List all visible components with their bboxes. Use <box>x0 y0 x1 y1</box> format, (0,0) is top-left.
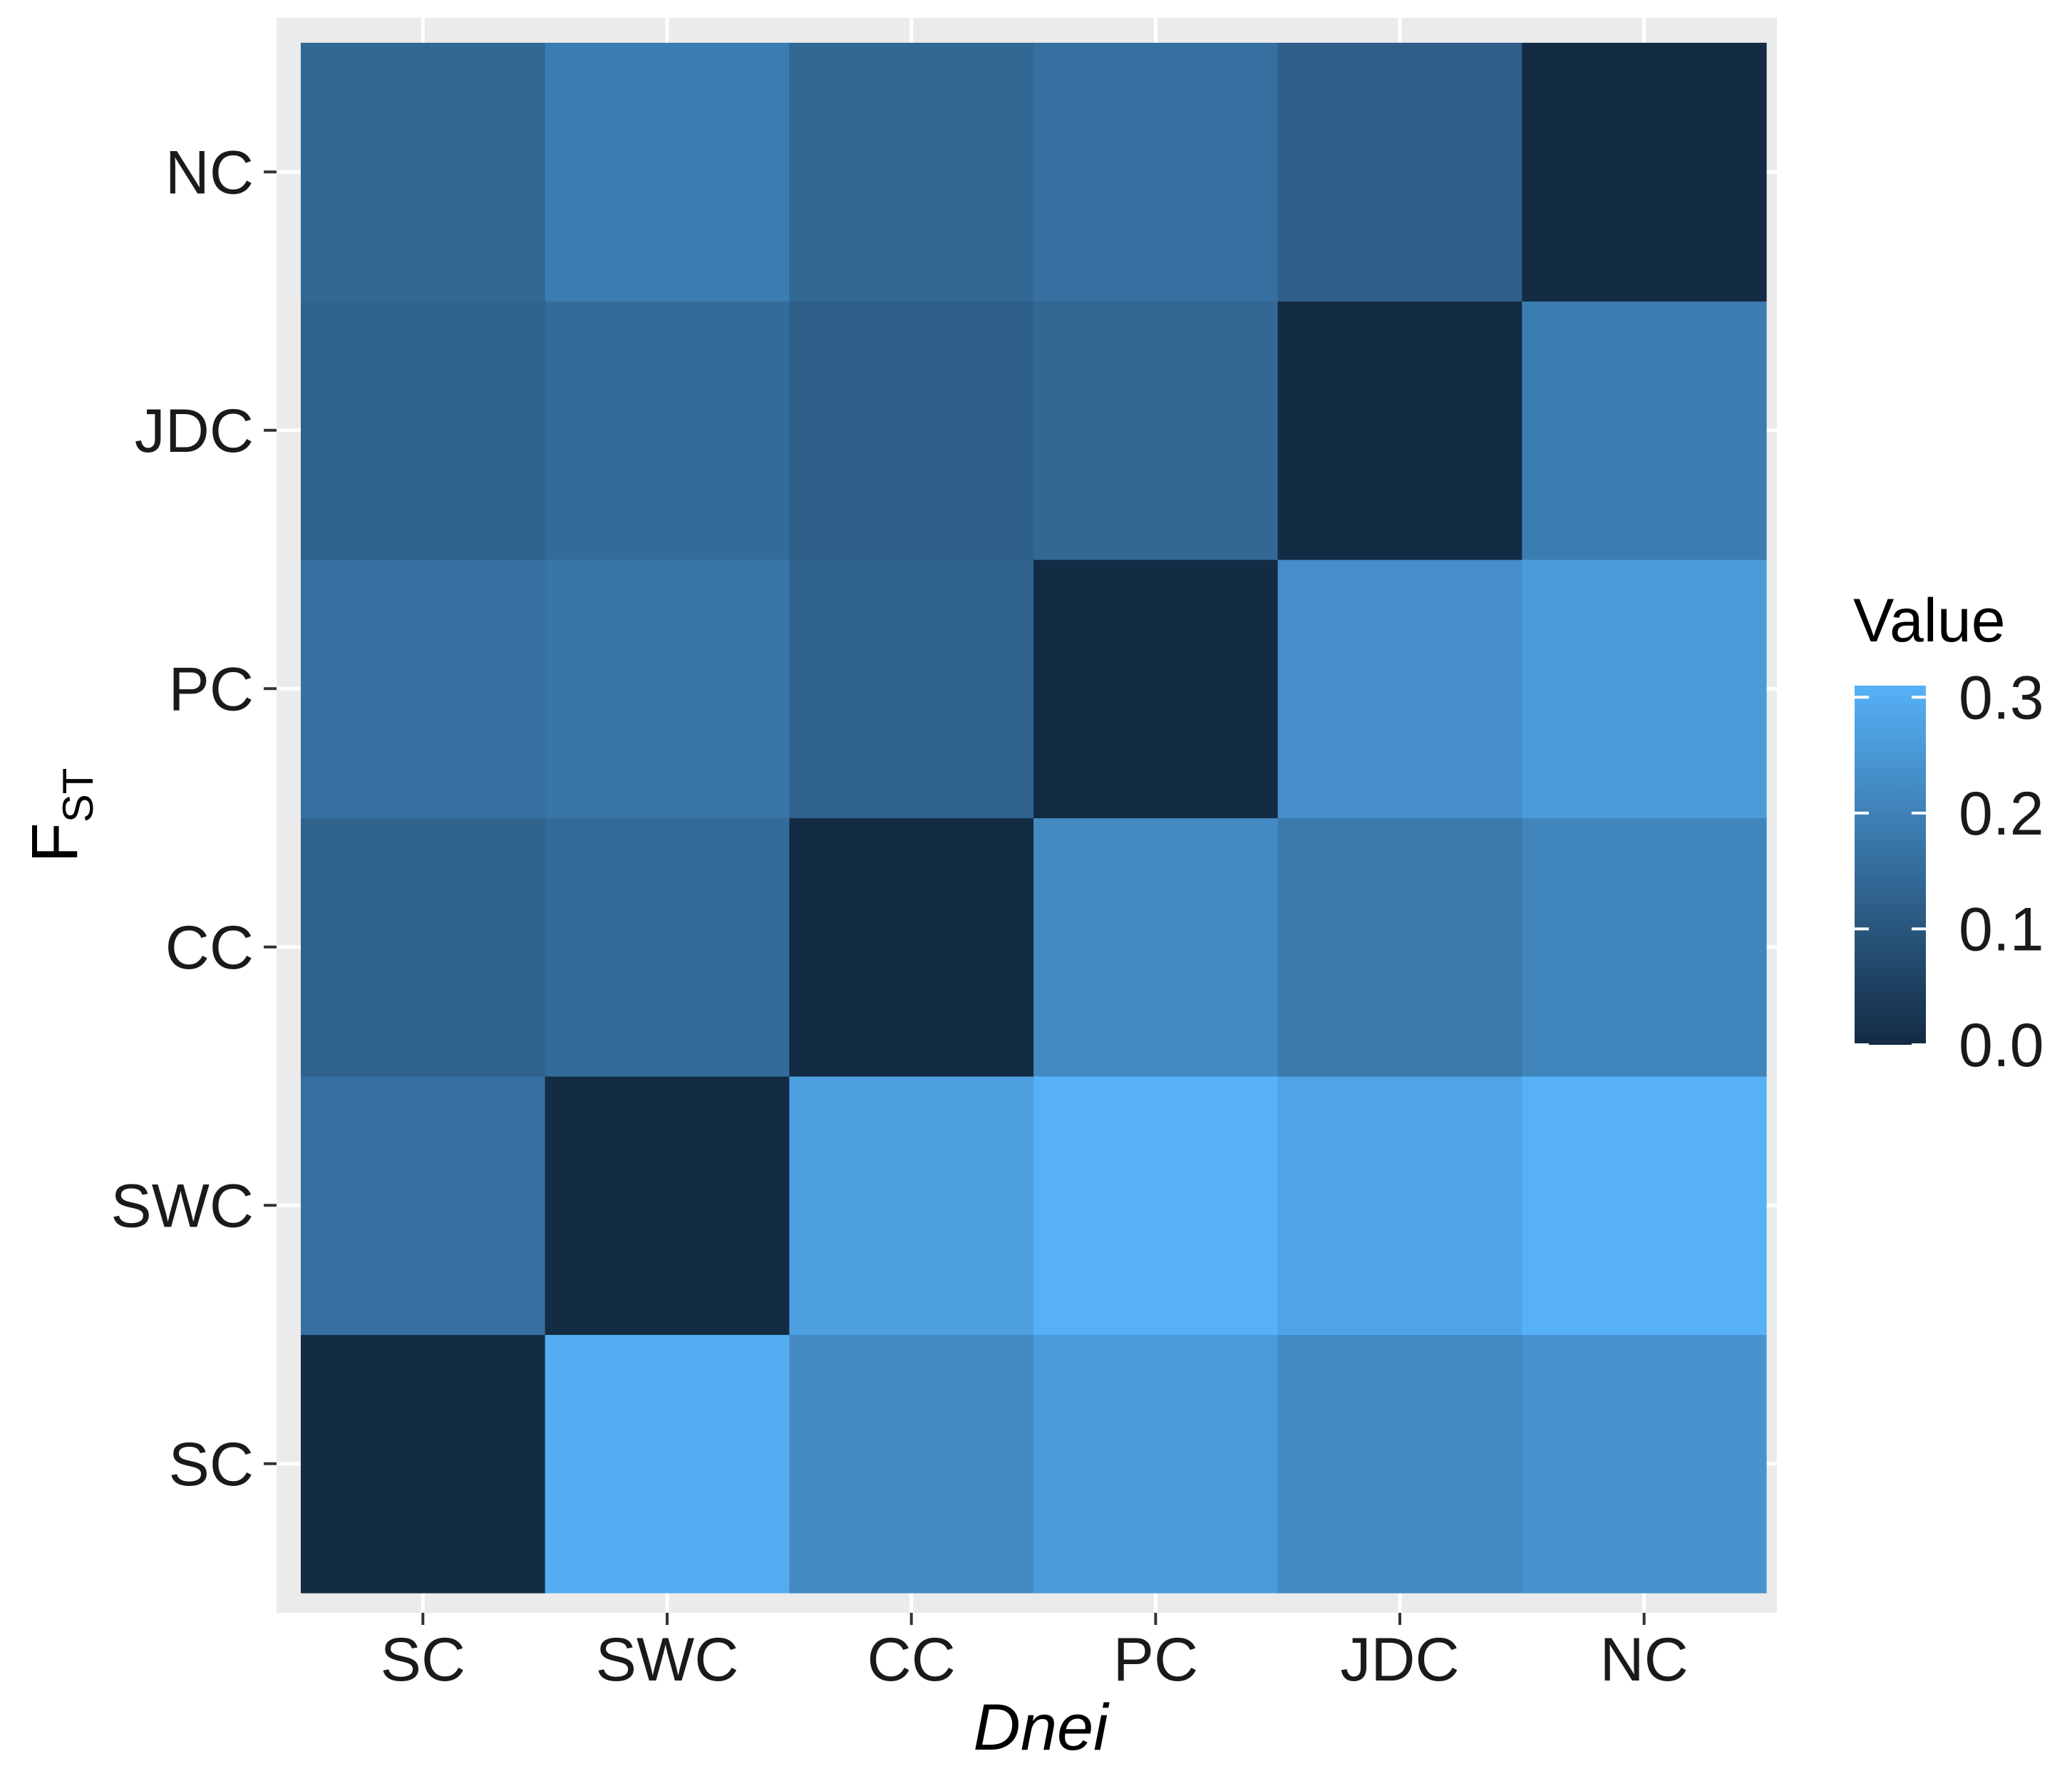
x-axis-title: Dnei <box>973 1691 1110 1764</box>
heatmap-cell-nc-jdc <box>1277 43 1522 302</box>
heatmap-cell-cc-sc <box>301 817 546 1077</box>
heatmap-cell-swc-sc <box>301 1076 546 1336</box>
heatmap-cell-jdc-pc <box>1034 301 1279 560</box>
heatmap-cells <box>301 43 1767 1594</box>
y-tick-label-jdc: JDC <box>135 397 254 465</box>
heatmap-cell-pc-cc <box>789 559 1034 819</box>
heatmap-cell-cc-nc <box>1522 817 1767 1077</box>
y-tick-label-sc: SC <box>169 1430 254 1499</box>
heatmap-cell-swc-swc <box>545 1076 790 1336</box>
heatmap-cell-cc-jdc <box>1277 817 1522 1077</box>
heatmap-cell-sc-nc <box>1522 1334 1767 1594</box>
y-axis: SC SWC CC PC JDC NC FST <box>19 138 277 1499</box>
legend-tick-label-3: 0.3 <box>1959 664 2044 732</box>
heatmap-cell-pc-sc <box>301 559 546 819</box>
y-axis-title: FST <box>19 768 102 863</box>
legend-tick-label-2: 0.2 <box>1959 780 2044 848</box>
heatmap-cell-nc-sc <box>301 43 546 302</box>
x-tick-label-swc: SWC <box>596 1626 739 1694</box>
x-axis: SC SWC CC PC JDC NC Dnei <box>381 1613 1689 1764</box>
heatmap-cell-jdc-cc <box>789 301 1034 560</box>
heatmap-cell-pc-jdc <box>1277 559 1522 819</box>
heatmap-cell-nc-pc <box>1034 43 1279 302</box>
x-tick-label-jdc: JDC <box>1340 1626 1459 1694</box>
heatmap-cell-swc-cc <box>789 1076 1034 1336</box>
heatmap-cell-swc-nc <box>1522 1076 1767 1336</box>
heatmap-cell-cc-swc <box>545 817 790 1077</box>
y-axis-title-main: F <box>19 822 91 862</box>
heatmap-cell-cc-pc <box>1034 817 1279 1077</box>
heatmap-cell-jdc-swc <box>545 301 790 560</box>
y-tick-label-cc: CC <box>165 914 254 982</box>
legend-tick-label-0: 0.0 <box>1959 1011 2044 1080</box>
heatmap-cell-pc-swc <box>545 559 790 819</box>
x-tick-label-cc: CC <box>867 1626 956 1694</box>
x-tick-label-nc: NC <box>1600 1626 1689 1694</box>
heatmap-cell-jdc-nc <box>1522 301 1767 560</box>
heatmap-cell-swc-pc <box>1034 1076 1279 1336</box>
heatmap-cell-swc-jdc <box>1277 1076 1522 1336</box>
heatmap-cell-nc-swc <box>545 43 790 302</box>
legend-title: Value <box>1853 587 2006 655</box>
y-tick-label-nc: NC <box>165 138 254 207</box>
heatmap-cell-sc-jdc <box>1277 1334 1522 1594</box>
x-axis-ticks: SC SWC CC PC JDC NC <box>381 1613 1689 1694</box>
y-tick-label-pc: PC <box>169 655 254 723</box>
heatmap-cell-sc-sc <box>301 1334 546 1594</box>
legend-ticks: 0.0 0.1 0.2 0.3 <box>1855 664 2044 1080</box>
heatmap-cell-nc-cc <box>789 43 1034 302</box>
color-legend: Value 0.0 0.1 0.2 0.3 <box>1853 587 2044 1080</box>
legend-tick-label-1: 0.1 <box>1959 895 2044 964</box>
heatmap-cell-pc-pc <box>1034 559 1279 819</box>
heatmap-cell-pc-nc <box>1522 559 1767 819</box>
y-axis-title-subscript: ST <box>54 768 102 823</box>
heatmap-cell-cc-cc <box>789 817 1034 1077</box>
heatmap-cell-sc-pc <box>1034 1334 1279 1594</box>
heatmap-cell-sc-cc <box>789 1334 1034 1594</box>
legend-colorbar <box>1855 686 1926 1045</box>
x-tick-label-sc: SC <box>381 1626 465 1694</box>
heatmap-cell-nc-nc <box>1522 43 1767 302</box>
heatmap-cell-sc-swc <box>545 1334 790 1594</box>
heatmap-cell-jdc-jdc <box>1277 301 1522 560</box>
x-tick-label-pc: PC <box>1113 1626 1198 1694</box>
y-axis-ticks: SC SWC CC PC JDC NC <box>110 138 277 1499</box>
heatmap-cell-jdc-sc <box>301 301 546 560</box>
y-tick-label-swc: SWC <box>110 1172 254 1240</box>
